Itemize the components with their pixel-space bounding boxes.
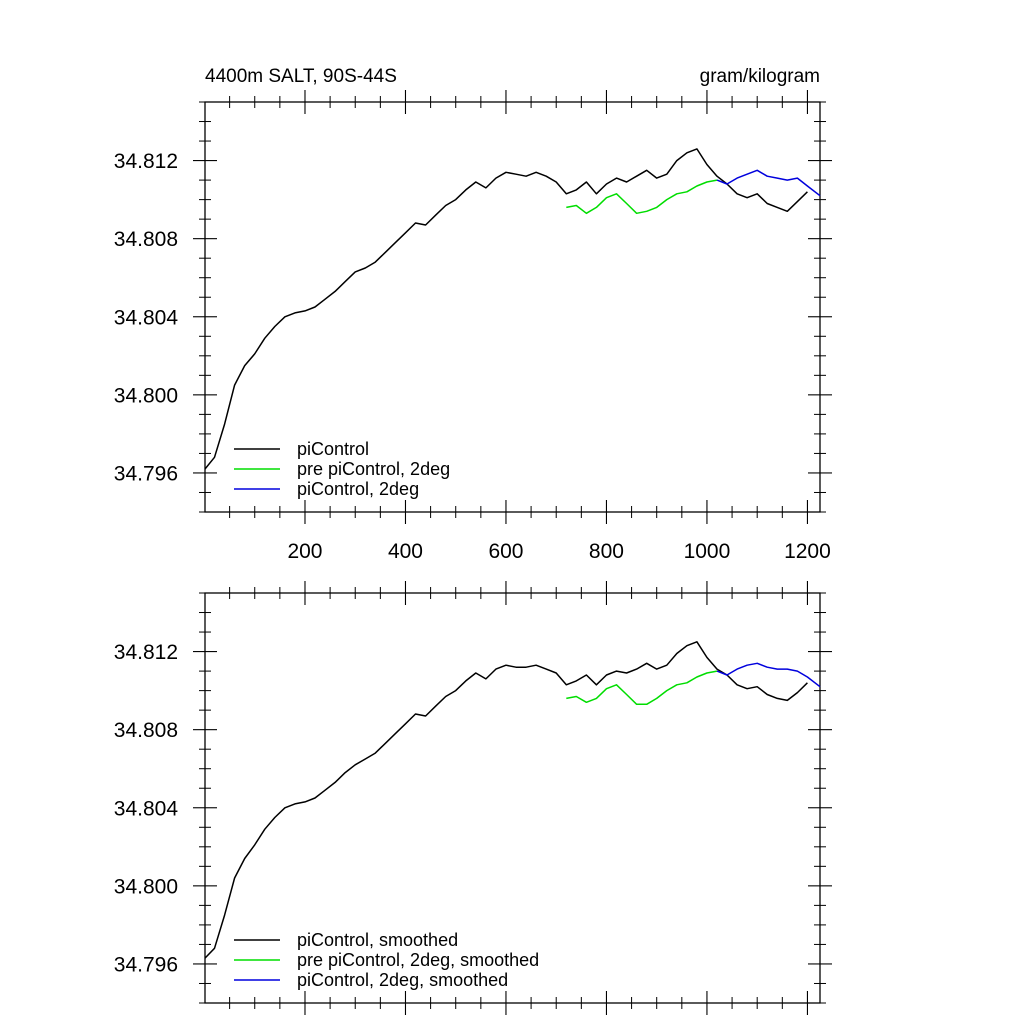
plot-frame — [204, 592, 821, 1004]
legend-label: piControl, 2deg, smoothed — [297, 970, 508, 990]
y-tick-label: 34.808 — [114, 719, 178, 742]
series-line — [204, 148, 808, 470]
x-tick-label: 600 — [488, 540, 523, 563]
x-tick-label: 1200 — [784, 540, 831, 563]
series-line — [716, 662, 821, 688]
panel-bottom: 34.796 34.800 34.804 34.808 34.812 piControl,… — [114, 581, 832, 1015]
series-line — [204, 641, 808, 959]
series-line — [566, 179, 718, 215]
y-tick-label: 34.812 — [114, 150, 178, 173]
y-tick-label: 34.808 — [114, 228, 178, 251]
x-tick-label: 1000 — [684, 540, 731, 563]
series-line — [566, 670, 718, 706]
legend-label: piControl — [297, 439, 369, 459]
y-tick-label: 34.812 — [114, 641, 178, 664]
y-tick-label: 34.796 — [114, 953, 178, 976]
panel-top: 200 400 600 800 1000 1200 34.796 34.800 34.804 34… — [114, 66, 832, 563]
y-tick-label: 34.796 — [114, 462, 178, 485]
x-tick-label: 800 — [589, 540, 624, 563]
chart-title-right: gram/kilogram — [700, 66, 820, 87]
x-tick-label: 200 — [287, 540, 322, 563]
y-tick-label: 34.804 — [114, 306, 179, 329]
series-line — [716, 169, 821, 197]
plot-frame — [204, 101, 821, 513]
legend-label: piControl, 2deg — [297, 479, 419, 499]
legend-label: pre piControl, 2deg — [297, 459, 450, 479]
legend-label: piControl, smoothed — [297, 930, 458, 950]
y-tick-label: 34.800 — [114, 875, 178, 898]
y-tick-label: 34.804 — [114, 797, 179, 820]
chart-title-left: 4400m SALT, 90S-44S — [205, 66, 397, 87]
y-tick-label: 34.800 — [114, 384, 178, 407]
x-tick-label: 400 — [388, 540, 423, 563]
legend-label: pre piControl, 2deg, smoothed — [297, 950, 539, 970]
